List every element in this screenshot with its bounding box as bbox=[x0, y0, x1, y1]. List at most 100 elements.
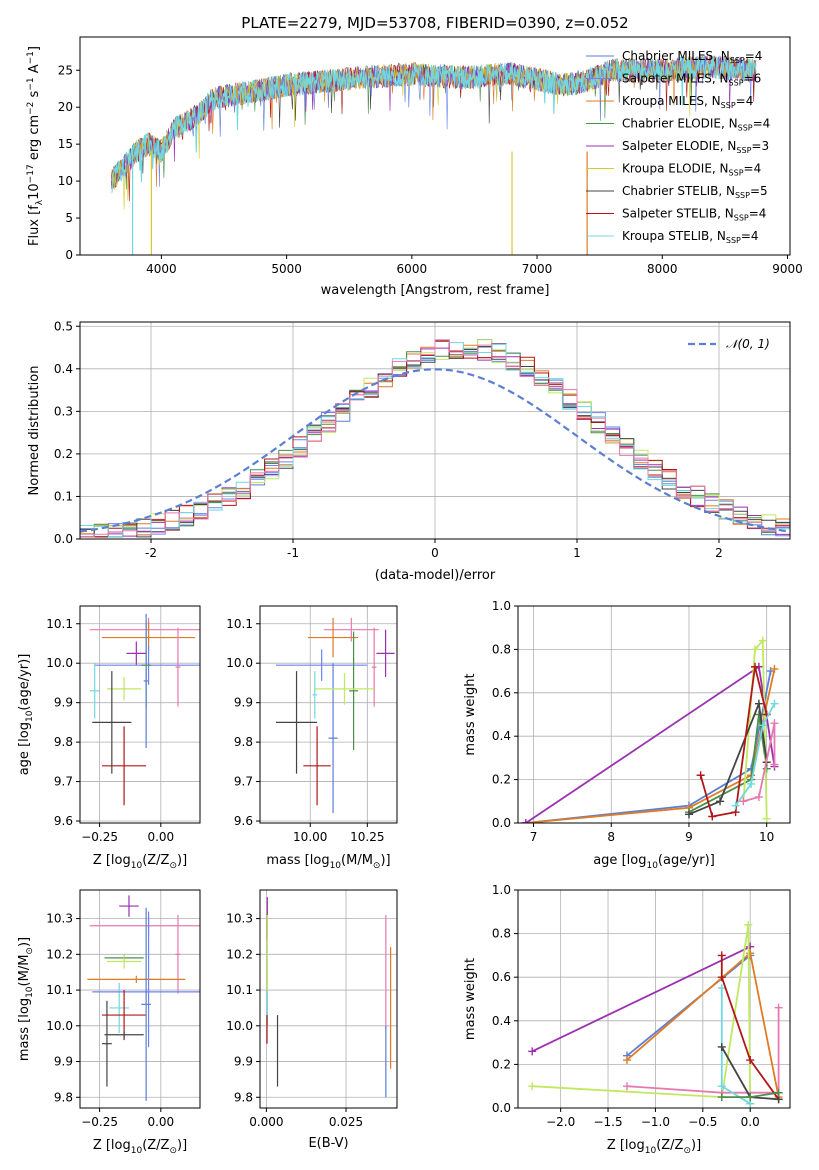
weight-marker bbox=[774, 1088, 783, 1097]
legend-entry: Chabrier STELIB, NSSP=5 bbox=[622, 184, 768, 200]
y-tick-label: 9.9 bbox=[54, 1055, 73, 1069]
y-tick-label: 0.8 bbox=[492, 927, 511, 941]
x-tick-label: −0.5 bbox=[688, 1115, 717, 1129]
weight-line bbox=[742, 638, 768, 819]
x-tick-label: 4000 bbox=[146, 262, 177, 276]
weight-marker bbox=[770, 664, 779, 673]
y-tick-label: 0.3 bbox=[54, 404, 73, 418]
weight-marker bbox=[774, 1003, 783, 1012]
y-tick-label: 0.2 bbox=[492, 1057, 511, 1071]
x-tick-label: 5000 bbox=[271, 262, 302, 276]
age-mass-points bbox=[275, 617, 395, 814]
spectrum-legend: Chabrier MILES, NSSP=4 Salpeter MILES, NS… bbox=[586, 49, 770, 245]
x-tick-label: 10 bbox=[759, 830, 774, 844]
x-tick-label: -2 bbox=[145, 546, 157, 560]
x-tick-label: 2 bbox=[715, 546, 723, 560]
weight-marker bbox=[717, 951, 726, 960]
weight-marker bbox=[758, 721, 767, 730]
normal-curve bbox=[80, 368, 790, 533]
weight-marker bbox=[754, 699, 763, 708]
x-tick-label: 9 bbox=[685, 830, 693, 844]
weight-marker bbox=[622, 1056, 631, 1065]
y-tick-label: 0.4 bbox=[54, 362, 73, 376]
y-tick-label: 9.9 bbox=[54, 696, 73, 710]
y-tick-label: 10.1 bbox=[46, 983, 73, 997]
weight-marker bbox=[751, 662, 760, 671]
y-tick-label: 0.6 bbox=[492, 970, 511, 984]
y-tick-label: 0.5 bbox=[54, 319, 73, 333]
weight-line bbox=[532, 924, 752, 1104]
weight-marker bbox=[746, 949, 755, 958]
y-tick-label: 9.6 bbox=[234, 814, 253, 828]
y-tick-label: 9.7 bbox=[54, 775, 73, 789]
weight-marker bbox=[739, 797, 748, 806]
y-tick-label: 9.8 bbox=[54, 735, 73, 749]
weight-marker bbox=[731, 801, 740, 810]
x-tick-label: 10.00 bbox=[293, 830, 327, 844]
mass-Z-points bbox=[87, 895, 200, 1101]
x-tick-label: 8000 bbox=[647, 262, 678, 276]
x-tick-label: 7 bbox=[530, 830, 538, 844]
weight-marker bbox=[758, 636, 767, 645]
x-tick-label: 7000 bbox=[522, 262, 553, 276]
weight-line bbox=[734, 703, 776, 807]
mass-Z-axes: −0.25 0.00 9.8 9.9 10.0 10.1 10.2 10.3 bbox=[46, 890, 200, 1129]
x-axis-label: Z [log10(Z/Z⊙)] bbox=[607, 1138, 701, 1156]
legend-entry: Salpeter MILES, NSSP=6 bbox=[622, 72, 761, 88]
weight-marker bbox=[762, 814, 771, 823]
y-tick-label: 10.0 bbox=[46, 656, 73, 670]
residuals-frame bbox=[79, 321, 791, 540]
weight-line bbox=[688, 714, 768, 813]
weight-marker bbox=[528, 1082, 537, 1091]
x-tick-label: −0.25 bbox=[81, 1115, 118, 1129]
spectrum-lines bbox=[111, 55, 757, 255]
x-tick-label: 0.0 bbox=[741, 1115, 760, 1129]
legend-entry: Kroupa ELODIE, NSSP=4 bbox=[622, 162, 761, 178]
weight-marker bbox=[696, 771, 705, 780]
y-tick-label: 10.2 bbox=[46, 947, 73, 961]
weight-marker bbox=[744, 920, 753, 929]
weight-marker bbox=[717, 984, 726, 993]
x-axis-label: Z [log10(Z/Z⊙)] bbox=[93, 1138, 187, 1156]
weight-marker bbox=[770, 699, 779, 708]
mass-ebv-points bbox=[266, 897, 392, 1098]
y-tick-label: 10.1 bbox=[46, 617, 73, 631]
y-tick-label: 20 bbox=[58, 100, 73, 114]
y-tick-label: 10.3 bbox=[46, 912, 73, 926]
age-Z-points bbox=[89, 613, 200, 806]
y-tick-label: 10.0 bbox=[226, 1019, 253, 1033]
y-tick-label: 0.4 bbox=[492, 1014, 511, 1028]
weight-line bbox=[531, 945, 751, 1053]
weight-age-lines bbox=[521, 636, 779, 823]
y-tick-label: 9.9 bbox=[234, 696, 253, 710]
x-tick-label: 6000 bbox=[397, 262, 428, 276]
weight-marker bbox=[528, 1047, 537, 1056]
legend-entry: Salpeter ELODIE, NSSP=3 bbox=[622, 139, 769, 155]
weight-Z-axes: −2.0 −1.5 −1.0 −0.5 0.0 0.0 0.2 0.4 0.6 0.8 1.0 bbox=[492, 883, 790, 1129]
y-tick-label: 5 bbox=[65, 211, 73, 225]
weight-line bbox=[525, 670, 772, 823]
y-tick-label: 0.0 bbox=[492, 816, 511, 830]
age-Z-frame bbox=[79, 605, 201, 824]
x-tick-label: 0.00 bbox=[147, 830, 174, 844]
x-axis-label: Z [log10(Z/Z⊙)] bbox=[93, 853, 187, 871]
x-tick-label: 9000 bbox=[772, 262, 803, 276]
y-axis-label: mass weight bbox=[463, 673, 478, 755]
y-tick-label: 0.2 bbox=[492, 773, 511, 787]
x-tick-label: 0.000 bbox=[249, 1115, 283, 1129]
weight-line bbox=[626, 1007, 780, 1094]
y-tick-label: 10.1 bbox=[226, 983, 253, 997]
x-axis-label: (data-model)/error bbox=[375, 568, 496, 583]
legend-entry: Kroupa MILES, NSSP=4 bbox=[622, 94, 753, 110]
y-tick-label: 0.4 bbox=[492, 729, 511, 743]
legend-entry: Kroupa STELIB, NSSP=4 bbox=[622, 229, 759, 245]
x-tick-label: 0.025 bbox=[329, 1115, 363, 1129]
weight-marker bbox=[622, 1082, 631, 1091]
legend-entry: Chabrier MILES, NSSP=4 bbox=[622, 49, 762, 65]
y-axis-label: Normed distribution bbox=[27, 366, 42, 496]
y-tick-label: 0.0 bbox=[54, 532, 73, 546]
weight-marker bbox=[717, 973, 726, 982]
legend-entry: 𝒩(0, 1) bbox=[726, 337, 770, 351]
weight-line bbox=[688, 700, 768, 816]
